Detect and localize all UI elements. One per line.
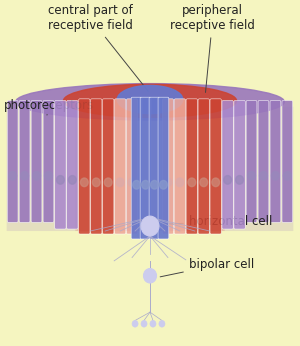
FancyBboxPatch shape — [140, 97, 151, 239]
FancyBboxPatch shape — [198, 99, 209, 234]
Circle shape — [272, 172, 279, 180]
Circle shape — [212, 178, 220, 186]
Text: bipolar cell: bipolar cell — [160, 258, 254, 277]
FancyBboxPatch shape — [270, 100, 281, 222]
Circle shape — [260, 172, 267, 180]
FancyBboxPatch shape — [162, 99, 174, 234]
Circle shape — [21, 172, 28, 180]
FancyBboxPatch shape — [174, 99, 185, 234]
Ellipse shape — [16, 84, 284, 120]
Circle shape — [68, 175, 76, 184]
Circle shape — [150, 320, 156, 327]
FancyBboxPatch shape — [186, 99, 197, 234]
Circle shape — [224, 175, 232, 184]
Circle shape — [160, 181, 167, 189]
FancyBboxPatch shape — [55, 100, 66, 229]
Circle shape — [116, 178, 124, 186]
Text: central part of
receptive field: central part of receptive field — [48, 4, 148, 91]
Circle shape — [56, 175, 64, 184]
FancyBboxPatch shape — [103, 99, 114, 234]
FancyBboxPatch shape — [91, 99, 102, 234]
Ellipse shape — [117, 85, 183, 113]
Circle shape — [141, 216, 159, 236]
Circle shape — [80, 178, 88, 186]
FancyBboxPatch shape — [7, 100, 18, 222]
Circle shape — [92, 178, 100, 186]
Circle shape — [143, 268, 157, 283]
FancyBboxPatch shape — [67, 100, 78, 229]
FancyBboxPatch shape — [115, 99, 126, 234]
FancyBboxPatch shape — [246, 100, 257, 222]
FancyBboxPatch shape — [258, 100, 269, 222]
FancyBboxPatch shape — [149, 97, 160, 239]
Circle shape — [132, 320, 138, 327]
FancyBboxPatch shape — [19, 100, 30, 222]
Ellipse shape — [63, 84, 237, 117]
Circle shape — [9, 172, 16, 180]
Circle shape — [128, 178, 136, 186]
Circle shape — [133, 181, 140, 189]
FancyBboxPatch shape — [158, 97, 169, 239]
Circle shape — [45, 172, 52, 180]
Circle shape — [236, 175, 244, 184]
FancyBboxPatch shape — [43, 100, 54, 222]
Circle shape — [159, 320, 165, 327]
Text: horizontal cell: horizontal cell — [163, 215, 272, 228]
Text: peripheral
receptive field: peripheral receptive field — [170, 4, 255, 92]
Circle shape — [200, 178, 208, 186]
FancyBboxPatch shape — [210, 99, 221, 234]
Circle shape — [151, 181, 158, 189]
Circle shape — [33, 172, 41, 180]
FancyBboxPatch shape — [131, 97, 142, 239]
FancyBboxPatch shape — [282, 100, 293, 222]
FancyBboxPatch shape — [75, 107, 225, 231]
FancyBboxPatch shape — [7, 107, 293, 231]
FancyBboxPatch shape — [222, 100, 233, 229]
FancyBboxPatch shape — [234, 100, 245, 229]
Circle shape — [284, 172, 291, 180]
Circle shape — [176, 178, 184, 186]
FancyBboxPatch shape — [79, 99, 90, 234]
Circle shape — [248, 172, 255, 180]
Text: photoreceptors: photoreceptors — [4, 99, 94, 115]
Circle shape — [164, 178, 172, 186]
Circle shape — [188, 178, 196, 186]
Circle shape — [142, 181, 149, 189]
Circle shape — [141, 320, 147, 327]
FancyBboxPatch shape — [31, 100, 42, 222]
FancyBboxPatch shape — [126, 103, 174, 231]
Circle shape — [104, 178, 112, 186]
FancyBboxPatch shape — [126, 99, 138, 234]
